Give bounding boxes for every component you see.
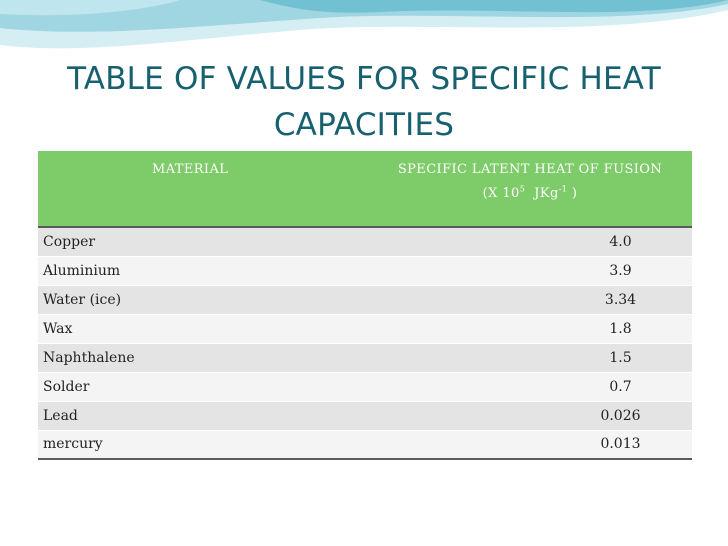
material-cell: Naphthalene <box>38 343 369 373</box>
unit-exponent-2: -1 <box>558 185 568 194</box>
material-cell: mercury <box>38 430 369 460</box>
column-header-latent-heat: SPECIFIC LATENT HEAT OF FUSION (X 105 JK… <box>369 151 692 228</box>
value-cell: 0.7 <box>369 372 692 402</box>
slide-title: TABLE OF VALUES FOR SPECIFIC HEAT CAPACI… <box>40 56 688 148</box>
table-row: Solder 0.7 <box>38 372 692 402</box>
material-cell: Aluminium <box>38 256 369 286</box>
value-cell: 3.34 <box>369 285 692 315</box>
table-row: Copper 4.0 <box>38 227 692 257</box>
table-row: Aluminium 3.9 <box>38 256 692 286</box>
material-cell: Wax <box>38 314 369 344</box>
unit-mid: JKg <box>525 186 559 202</box>
material-cell: Water (ice) <box>38 285 369 315</box>
latent-heat-unit: (X 105 JKg-1 ) <box>482 185 578 202</box>
specific-heat-table: MATERIAL SPECIFIC LATENT HEAT OF FUSION … <box>38 151 692 460</box>
decorative-wave-banner <box>0 0 728 49</box>
unit-exponent: 5 <box>519 185 526 194</box>
material-cell: Copper <box>38 227 369 257</box>
table-row: Water (ice) 3.34 <box>38 285 692 315</box>
unit-suffix: ) <box>567 186 578 202</box>
value-cell: 1.5 <box>369 343 692 373</box>
value-cell: 4.0 <box>369 227 692 257</box>
unit-prefix: (X 10 <box>482 186 520 202</box>
table-row: mercury 0.013 <box>38 430 692 460</box>
value-cell: 3.9 <box>369 256 692 286</box>
table-row: Naphthalene 1.5 <box>38 343 692 373</box>
material-cell: Lead <box>38 401 369 431</box>
value-cell: 1.8 <box>369 314 692 344</box>
title-line-2: CAPACITIES <box>273 107 455 143</box>
table-header-row: MATERIAL SPECIFIC LATENT HEAT OF FUSION … <box>38 151 692 228</box>
column-header-material: MATERIAL <box>38 151 369 228</box>
table-row: Lead 0.026 <box>38 401 692 431</box>
title-line-1: TABLE OF VALUES FOR SPECIFIC HEAT <box>67 61 661 97</box>
material-cell: Solder <box>38 372 369 402</box>
latent-heat-label: SPECIFIC LATENT HEAT OF FUSION <box>397 162 663 177</box>
value-cell: 0.026 <box>369 401 692 431</box>
value-cell: 0.013 <box>369 430 692 460</box>
table-row: Wax 1.8 <box>38 314 692 344</box>
